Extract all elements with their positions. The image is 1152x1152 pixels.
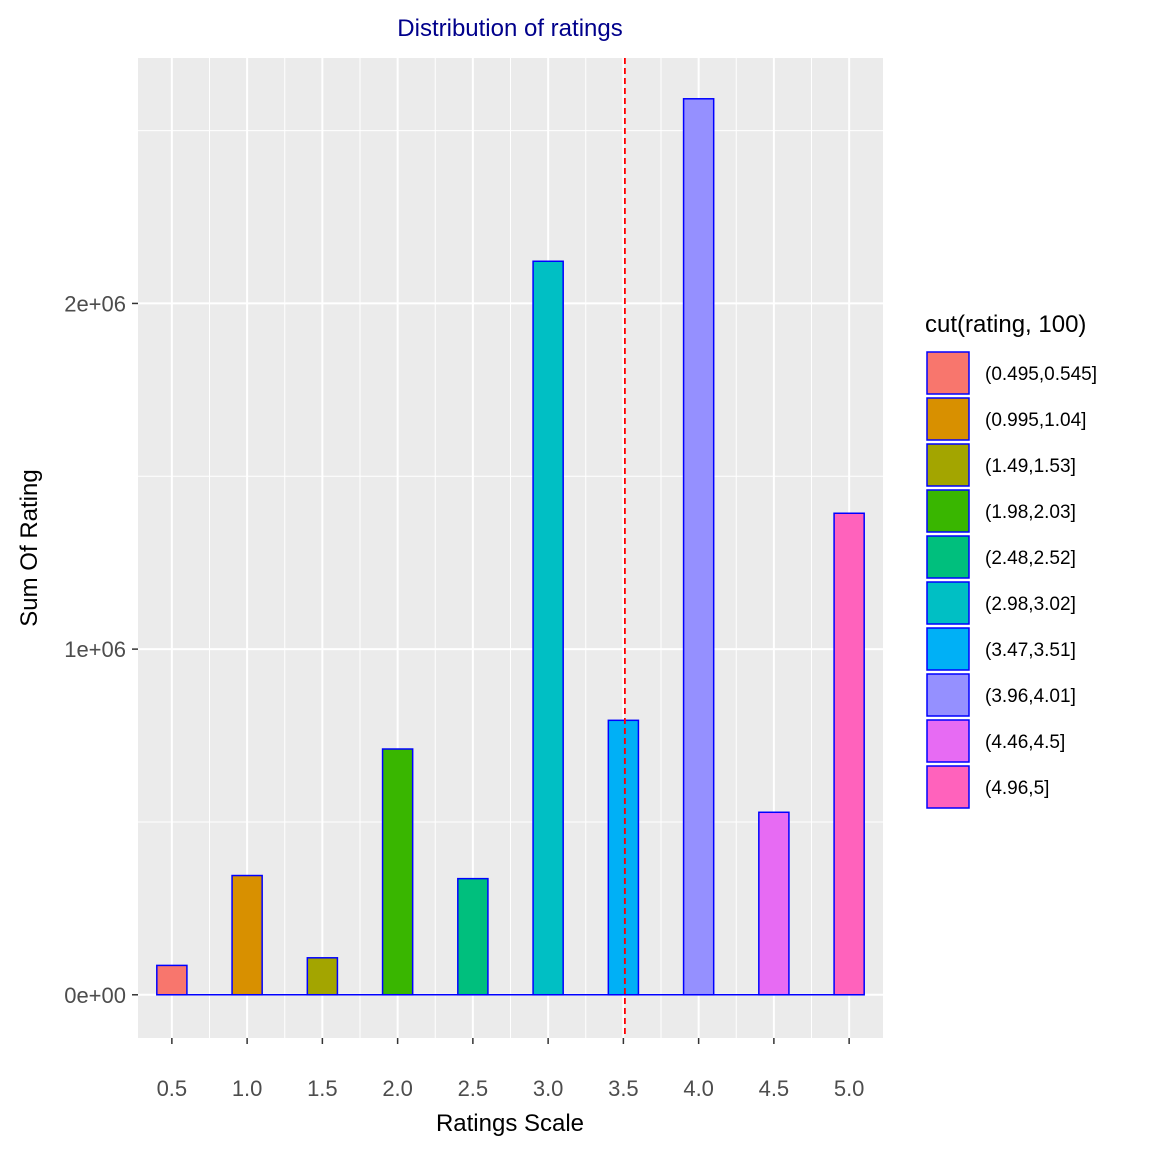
legend-label-6: (3.47,3.51]	[985, 640, 1076, 661]
bar-3	[381, 748, 414, 996]
y-tick-label: 0e+00	[64, 983, 126, 1008]
bars-group	[156, 98, 865, 996]
legend-label-4: (2.48,2.52]	[985, 548, 1076, 569]
bar-8	[758, 811, 790, 996]
x-tick-label: 1.5	[307, 1076, 338, 1101]
x-tick-label: 3.5	[608, 1076, 639, 1101]
x-tick-label: 3.0	[533, 1076, 564, 1101]
legend: cut(rating, 100) (0.495,0.545] (0.995,1.0…	[925, 311, 1097, 809]
bar-0	[156, 964, 188, 996]
legend-swatch-5	[926, 581, 970, 625]
bar-7	[682, 98, 715, 996]
legend-swatch-9	[926, 765, 970, 809]
x-tick-label: 1.0	[232, 1076, 263, 1101]
x-tick-label: 2.5	[458, 1076, 489, 1101]
legend-swatch-0	[926, 351, 970, 395]
y-axis: 0e+00 1e+06 2e+06	[64, 291, 138, 1008]
legend-swatch-7	[926, 673, 970, 717]
legend-swatch-1	[926, 397, 970, 441]
legend-swatch-3	[926, 489, 970, 533]
bar-4	[457, 877, 489, 996]
legend-swatch-4	[926, 535, 970, 579]
legend-title: cut(rating, 100)	[925, 311, 1086, 338]
legend-label-3: (1.98,2.03]	[985, 502, 1076, 523]
legend-swatch-2	[926, 443, 970, 487]
x-tick-label: 0.5	[157, 1076, 188, 1101]
legend-swatch-8	[926, 719, 970, 763]
legend-items: (0.495,0.545] (0.995,1.04] (1.49,1.53] (1.9…	[926, 351, 1097, 809]
bar-5	[532, 260, 564, 996]
legend-swatch-6	[926, 627, 970, 671]
y-axis-label: Sum Of Rating	[16, 469, 43, 626]
legend-label-5: (2.98,3.02]	[985, 594, 1076, 615]
bar-9	[833, 512, 865, 996]
legend-label-1: (0.995,1.04]	[985, 410, 1086, 431]
x-tick-label: 2.0	[382, 1076, 413, 1101]
bar-6	[607, 719, 640, 996]
x-tick-label: 4.5	[759, 1076, 790, 1101]
legend-label-0: (0.495,0.545]	[985, 364, 1097, 385]
y-tick-label: 2e+06	[64, 291, 126, 316]
bar-1	[231, 874, 263, 996]
chart-title: Distribution of ratings	[397, 15, 622, 42]
x-axis: 0.5 1.0 1.5 2.0 2.5 3.0 3.5 4.0 4.5 5.0	[157, 1038, 865, 1101]
legend-label-2: (1.49,1.53]	[985, 456, 1076, 477]
x-tick-label: 4.0	[683, 1076, 714, 1101]
x-axis-label: Ratings Scale	[436, 1110, 584, 1137]
y-tick-label: 1e+06	[64, 637, 126, 662]
legend-label-8: (4.46,4.5]	[985, 732, 1065, 753]
bar-2	[306, 957, 339, 996]
legend-label-7: (3.96,4.01]	[985, 686, 1076, 707]
legend-label-9: (4.96,5]	[985, 778, 1049, 799]
x-tick-label: 5.0	[834, 1076, 865, 1101]
